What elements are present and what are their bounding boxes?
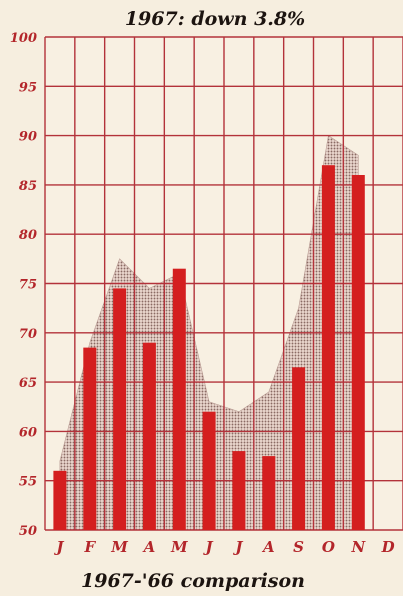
x-tick-label: J <box>53 538 64 556</box>
y-tick-label: 55 <box>19 475 37 490</box>
y-tick-label: 75 <box>19 278 37 293</box>
x-tick-label: J <box>232 538 243 556</box>
y-tick-label: 80 <box>19 228 37 243</box>
chart-subtitle: 1967-'66 comparison <box>81 570 305 592</box>
x-tick-label: F <box>83 538 96 556</box>
bar-1967 <box>142 342 156 530</box>
bar-1967 <box>113 288 127 530</box>
x-tick-label: N <box>350 538 366 556</box>
bar-1967 <box>83 347 97 530</box>
bar-layer <box>53 165 365 530</box>
y-tick-label: 50 <box>19 524 37 539</box>
x-tick-label: S <box>293 538 304 556</box>
y-tick-label: 85 <box>19 179 37 194</box>
x-tick-label: M <box>110 538 128 556</box>
chart-title: 1967: down 3.8% <box>125 8 305 30</box>
y-tick-label: 60 <box>19 425 37 440</box>
y-tick-label: 65 <box>19 376 37 391</box>
x-tick-label: D <box>381 538 395 556</box>
grid-layer <box>44 36 403 531</box>
bar-1967 <box>321 165 335 530</box>
x-tick-label: M <box>170 538 188 556</box>
x-tick-label: O <box>322 538 335 556</box>
bar-1967 <box>292 367 306 530</box>
bar-1967 <box>172 268 186 530</box>
bar-1967 <box>351 175 365 530</box>
bar-1967 <box>232 451 246 530</box>
bar-1967 <box>53 470 67 530</box>
y-axis-ticks: 50 55 60 65 70 75 80 85 90 95 100 <box>10 31 37 539</box>
x-tick-label: A <box>142 538 156 556</box>
x-tick-label: A <box>261 538 275 556</box>
bar-1967 <box>202 411 216 530</box>
y-tick-label: 90 <box>19 130 37 145</box>
y-tick-label: 70 <box>19 327 37 342</box>
y-tick-label: 100 <box>10 31 37 46</box>
x-tick-label: J <box>203 538 214 556</box>
y-tick-label: 95 <box>19 80 37 95</box>
bar-1967 <box>262 456 276 530</box>
